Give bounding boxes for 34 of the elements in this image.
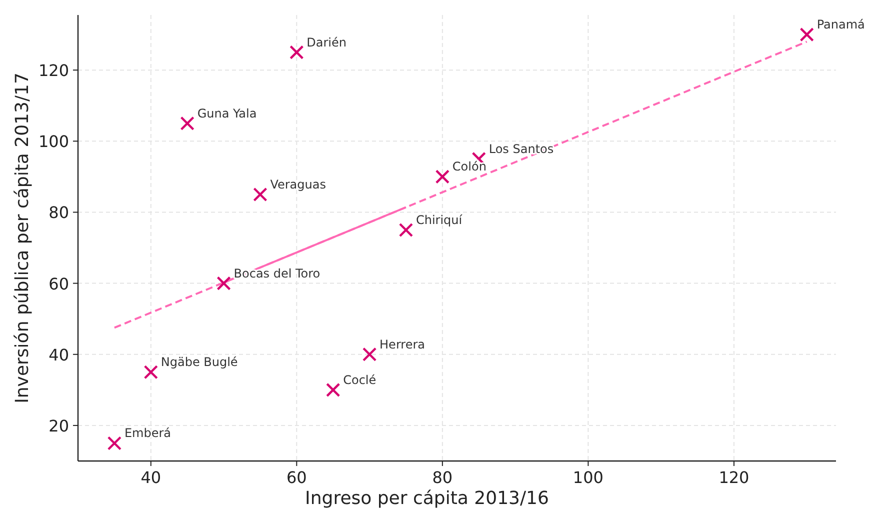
x-tick-label: 80 [432, 468, 453, 487]
point [398, 222, 414, 238]
x-axis-title: Ingreso per cápita 2013/16 [305, 488, 549, 509]
point [290, 45, 304, 60]
annotation: Darién [306, 35, 347, 50]
x-tick-label: 120 [718, 468, 750, 487]
x-tick-label: 40 [140, 468, 162, 487]
point [800, 27, 814, 42]
point [362, 347, 377, 362]
y-tick-label: 120 [38, 61, 69, 80]
annotation: Guna Yala [197, 106, 257, 120]
x-tick-label: 60 [286, 468, 307, 487]
annotation: Colón [452, 160, 486, 174]
point [107, 436, 122, 450]
y-tick-label: 20 [48, 416, 69, 436]
y-tick-label: 80 [48, 203, 69, 222]
annotation: Emberá [124, 426, 172, 440]
y-tick-label: 60 [48, 274, 69, 294]
point [216, 276, 231, 290]
y-tick-label: 40 [48, 345, 69, 364]
annotation: Coclé [343, 372, 376, 387]
point [144, 365, 158, 380]
annotation: Ngäbe Buglé [160, 355, 238, 370]
point [326, 382, 340, 398]
point [253, 187, 268, 202]
y-axis-title: Inversión pública per cápita 2013/17 [12, 72, 33, 404]
point [435, 170, 450, 184]
annotation: Chiriquí [416, 213, 463, 228]
y-tick-label: 100 [38, 132, 69, 152]
annotation: Herrera [380, 337, 426, 352]
point [180, 116, 194, 130]
annotation: Panamá [816, 18, 865, 32]
annotation: Veraguas [270, 177, 326, 192]
x-tick-label: 100 [572, 468, 604, 487]
